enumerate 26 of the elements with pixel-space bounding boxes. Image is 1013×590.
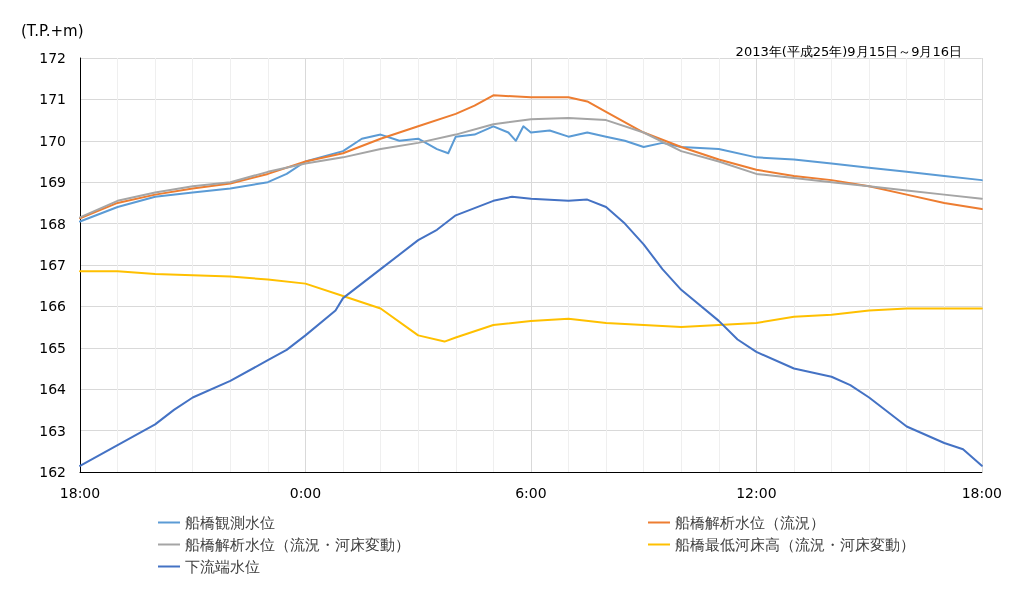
x-tick-label: 12:00 bbox=[736, 485, 777, 501]
legend-label: 船橋観測水位 bbox=[185, 513, 275, 532]
legend-label: 船橋解析水位（流況・河床変動） bbox=[185, 535, 410, 554]
y-tick-label: 169 bbox=[39, 174, 66, 191]
y-tick-label: 165 bbox=[39, 339, 66, 356]
line-series bbox=[79, 94, 983, 220]
y-tick-label: 163 bbox=[39, 422, 66, 439]
legend-label: 下流端水位 bbox=[185, 557, 260, 576]
x-tick-label: 6:00 bbox=[515, 485, 547, 501]
y-tick-label: 168 bbox=[39, 215, 66, 232]
x-tick-label: 0:00 bbox=[289, 485, 322, 501]
y-tick-label: 171 bbox=[39, 91, 66, 108]
y-tick-label: 164 bbox=[39, 381, 67, 398]
y-axis-title: (T.P.+m) bbox=[21, 21, 84, 40]
line-series bbox=[79, 270, 983, 343]
legend-label: 船橋最低河床高（流況・河床変動） bbox=[675, 535, 915, 554]
y-tick-label: 162 bbox=[39, 464, 66, 480]
x-tick-label: 18:00 bbox=[59, 485, 101, 501]
chart-subtitle: 2013年(平成25年)9月15日～9月16日 bbox=[735, 44, 963, 59]
y-tick-label: 172 bbox=[39, 50, 66, 66]
y-tick-label: 166 bbox=[39, 298, 67, 315]
legend-label: 船橋解析水位（流況） bbox=[675, 513, 825, 532]
y-tick-label: 170 bbox=[39, 132, 66, 149]
y-tick-label: 167 bbox=[39, 257, 66, 273]
x-tick-label: 18:00 bbox=[961, 485, 1003, 501]
line-series bbox=[79, 195, 983, 467]
